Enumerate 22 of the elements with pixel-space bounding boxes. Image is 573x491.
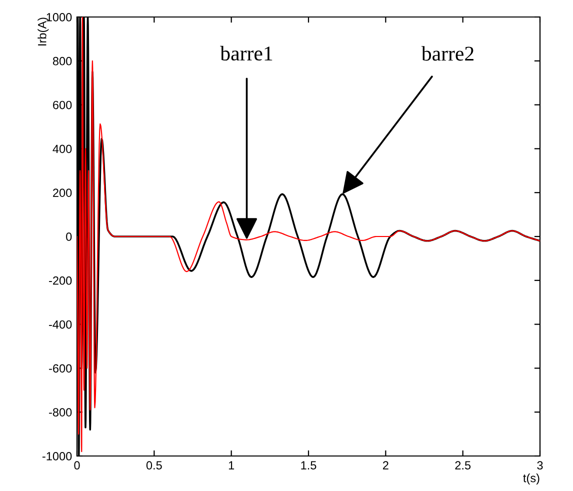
x-tick-label: 1.5 (301, 461, 316, 470)
y-tick-label: 400 (52, 144, 72, 154)
x-tick-label: 0 (74, 461, 80, 470)
y-tick-label: -1000 (42, 452, 72, 460)
x-tick-label: 0.5 (146, 461, 162, 470)
x-tick-label: 2 (382, 461, 388, 470)
y-tick-label: -800 (49, 408, 72, 416)
annotation: barre1 (220, 46, 272, 61)
y-tick-label: -200 (49, 276, 72, 285)
y-tick-label: 200 (53, 188, 72, 197)
y-tick-label: -400 (49, 320, 72, 329)
y-tick-label: -600 (49, 364, 72, 373)
annotation: barre2 (421, 46, 474, 61)
y-tick-label: 0 (66, 232, 72, 241)
y-tick-label: 600 (53, 100, 72, 110)
x-tick-label: 1 (228, 461, 234, 470)
x-tick-label: 3 (537, 461, 543, 470)
y-axis-title: Irb(A) (38, 18, 49, 46)
y-tick-label: 800 (52, 56, 72, 66)
x-axis-title: t(s) (523, 474, 540, 485)
x-tick-label: 2.5 (455, 461, 471, 470)
y-tick-label: 1000 (46, 13, 72, 22)
